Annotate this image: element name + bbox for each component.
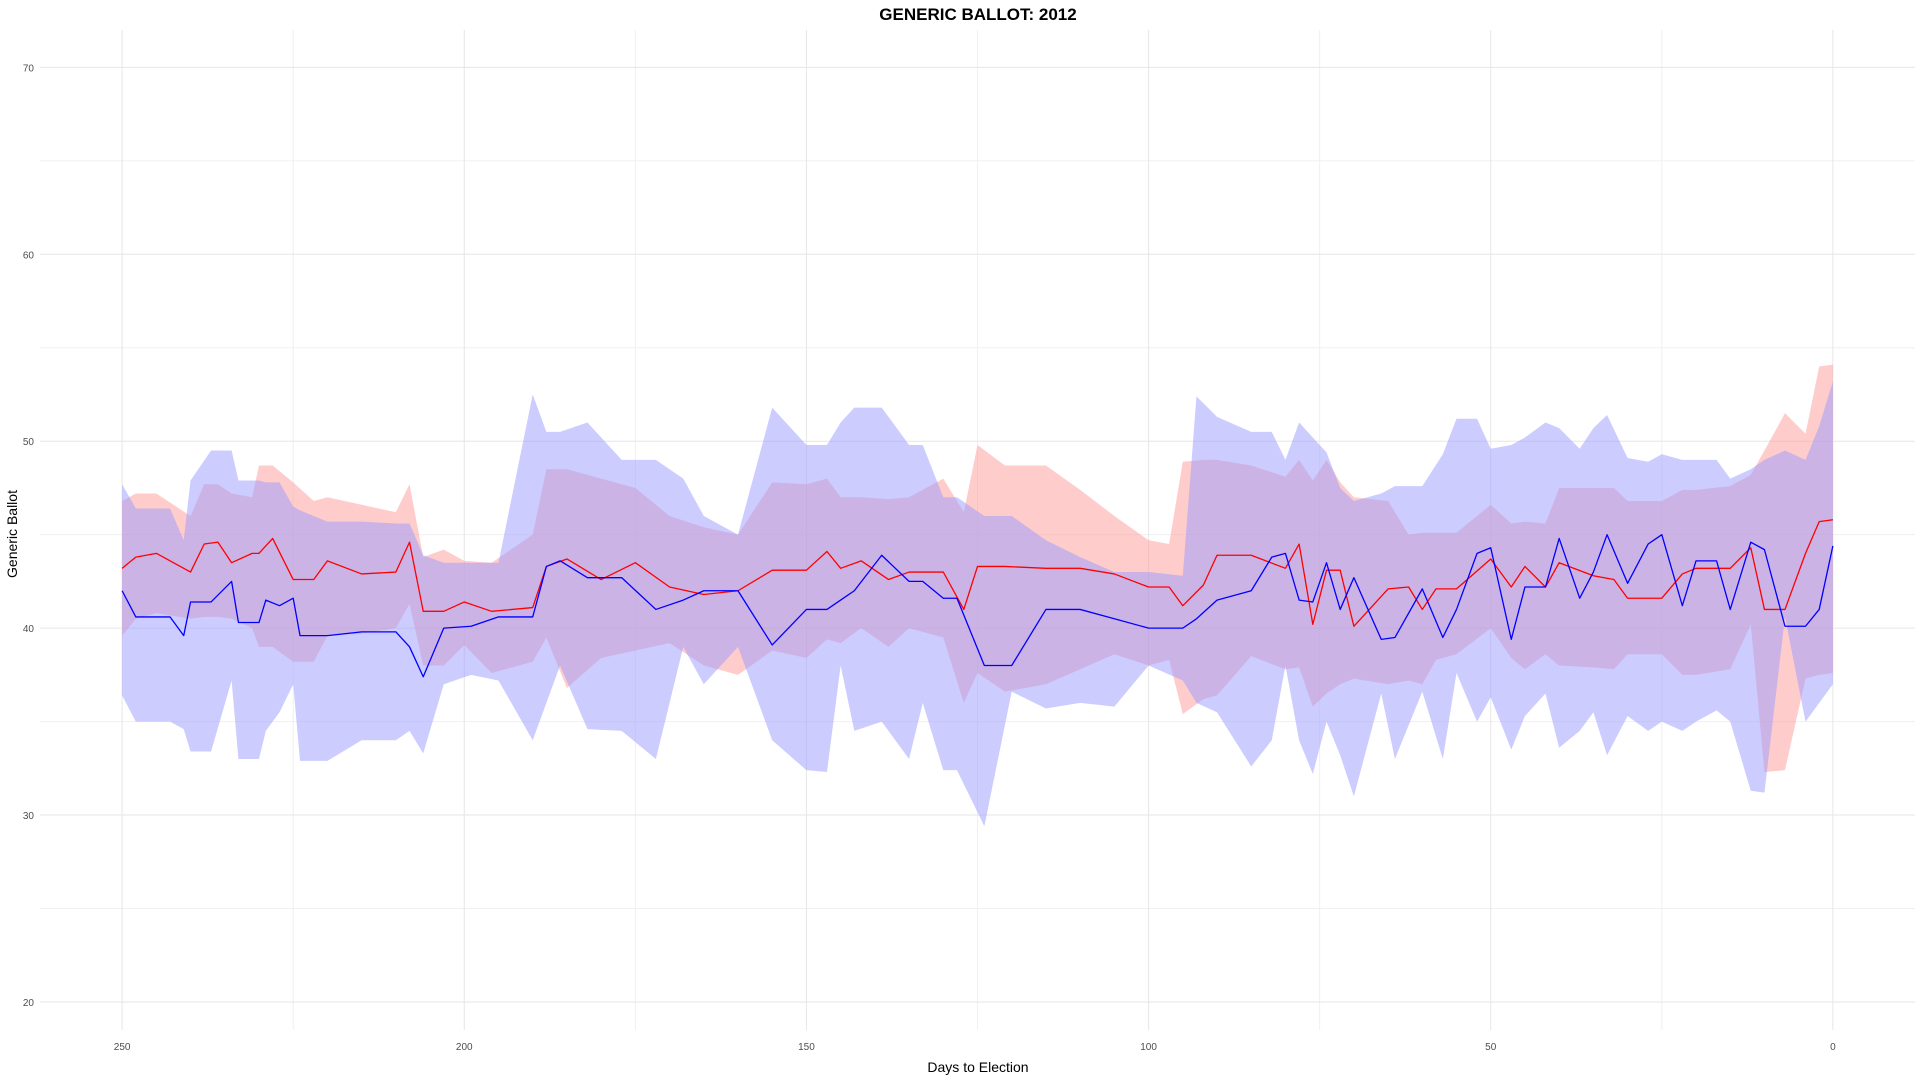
y-tick-label: 30 — [23, 811, 35, 822]
y-tick-label: 60 — [23, 250, 35, 261]
y-tick-label: 70 — [23, 63, 35, 74]
y-tick-label: 50 — [23, 437, 35, 448]
chart-title: GENERIC BALLOT: 2012 — [879, 5, 1076, 24]
y-axis-ticks: 20 30 40 50 60 70 — [23, 63, 35, 1009]
y-tick-label: 20 — [23, 998, 35, 1009]
series-lines — [121, 519, 1834, 678]
x-tick-label: 0 — [1830, 1042, 1836, 1053]
x-tick-label: 150 — [798, 1042, 815, 1053]
series-line-blue — [121, 534, 1834, 678]
x-axis-title: Days to Election — [927, 1059, 1028, 1075]
x-tick-label: 50 — [1485, 1042, 1497, 1053]
series-line-red — [121, 519, 1833, 627]
x-tick-label: 250 — [114, 1042, 131, 1053]
x-tick-label: 100 — [1140, 1042, 1157, 1053]
y-tick-label: 40 — [23, 624, 35, 635]
confidence-band-blue — [122, 381, 1833, 827]
x-tick-label: 200 — [456, 1042, 473, 1053]
y-axis-title: Generic Ballot — [4, 490, 20, 578]
x-axis-ticks: 250 200 150 100 50 0 — [114, 1042, 1836, 1053]
